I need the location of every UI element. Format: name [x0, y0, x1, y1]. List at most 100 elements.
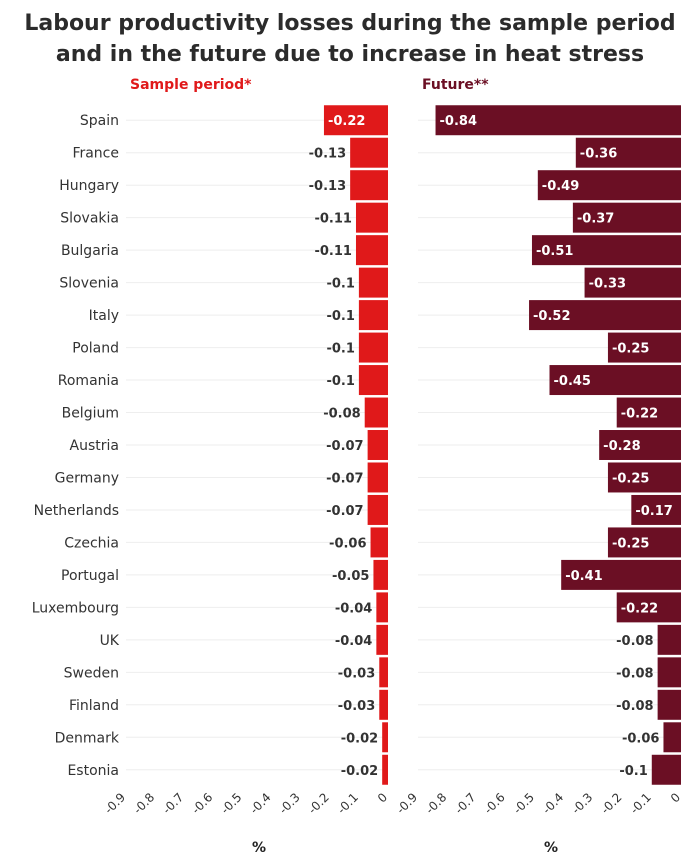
- category-label: Slovenia: [59, 276, 119, 292]
- data-label: -0.07: [326, 439, 363, 454]
- bar: [607, 332, 681, 363]
- category-label: Czechia: [64, 535, 119, 551]
- data-label: -0.05: [332, 569, 369, 584]
- bar: [657, 657, 681, 688]
- data-label: -0.06: [329, 536, 366, 551]
- category-label: Belgium: [62, 406, 119, 422]
- data-label: -0.07: [326, 504, 363, 519]
- x-tick-label: -0.3: [276, 790, 302, 816]
- bar: [607, 527, 681, 558]
- bar: [616, 592, 681, 623]
- x-tick-label: -0.4: [540, 790, 566, 816]
- x-tick-label: -0.6: [189, 790, 215, 816]
- bar: [358, 300, 388, 331]
- bar: [657, 624, 681, 655]
- x-tick-label: -0.9: [394, 790, 420, 816]
- category-label: Estonia: [67, 763, 119, 779]
- data-label: -0.13: [309, 179, 346, 194]
- x-tick-label: -0.7: [452, 790, 478, 816]
- data-label: -0.28: [603, 439, 640, 454]
- data-label: -0.1: [326, 277, 354, 292]
- category-label: Bulgaria: [61, 243, 119, 259]
- chart-title: Labour productivity losses during the sa…: [0, 8, 700, 70]
- bar: [323, 105, 388, 136]
- bar: [358, 332, 388, 363]
- bar: [379, 689, 388, 720]
- data-label: -0.17: [635, 504, 672, 519]
- bar: [572, 202, 681, 233]
- bar: [367, 462, 388, 493]
- x-tick-label: 0: [668, 790, 683, 805]
- bar: [382, 722, 388, 753]
- x-axis-label: %: [252, 840, 266, 856]
- data-label: -0.41: [565, 569, 602, 584]
- category-label: Netherlands: [34, 503, 119, 519]
- series-title: Sample period*: [130, 77, 252, 93]
- data-label: -0.07: [326, 471, 363, 486]
- bar: [370, 527, 388, 558]
- data-label: -0.51: [536, 244, 573, 259]
- x-tick-label: -0.9: [102, 790, 128, 816]
- x-tick-label: -0.6: [481, 790, 507, 816]
- bar: [367, 430, 388, 460]
- data-label: -0.22: [328, 114, 365, 129]
- chart-title-line-1: Labour productivity losses during the sa…: [24, 11, 676, 36]
- x-tick-label: -0.2: [305, 790, 331, 816]
- data-label: -0.33: [589, 277, 626, 292]
- x-tick-label: -0.5: [511, 790, 537, 816]
- data-label: -0.02: [341, 764, 378, 779]
- category-label: Slovakia: [60, 211, 119, 227]
- bar: [537, 170, 681, 201]
- category-label: Hungary: [59, 178, 119, 194]
- category-label: UK: [100, 633, 120, 649]
- category-label: Spain: [80, 113, 119, 129]
- data-label: -0.52: [533, 309, 570, 324]
- category-label: France: [72, 146, 119, 162]
- x-tick-label: -0.3: [569, 790, 595, 816]
- data-label: -0.04: [335, 601, 372, 616]
- data-label: -0.1: [326, 342, 354, 357]
- data-label: -0.08: [323, 407, 360, 422]
- bar: [367, 494, 388, 525]
- x-axis-label: %: [544, 840, 558, 856]
- data-label: -0.04: [335, 634, 372, 649]
- bar: [663, 722, 681, 753]
- data-label: -0.08: [616, 634, 653, 649]
- bar: [575, 137, 681, 168]
- data-label: -0.13: [309, 147, 346, 162]
- bar: [607, 462, 681, 493]
- category-label: Poland: [72, 341, 119, 357]
- bar: [373, 559, 388, 590]
- bar: [531, 235, 681, 266]
- data-label: -0.11: [314, 212, 351, 227]
- data-label: -0.03: [338, 666, 375, 681]
- series-title: Future**: [422, 77, 489, 93]
- bar: [350, 137, 388, 168]
- data-label: -0.22: [621, 407, 658, 422]
- bar: [584, 267, 681, 298]
- data-label: -0.02: [341, 731, 378, 746]
- bar: [631, 494, 681, 525]
- bar: [355, 235, 388, 266]
- data-label: -0.08: [616, 666, 653, 681]
- data-label: -0.08: [616, 699, 653, 714]
- data-label: -0.22: [621, 601, 658, 616]
- bar: [364, 397, 388, 428]
- bar: [657, 689, 681, 720]
- category-label: Portugal: [61, 568, 119, 584]
- data-label: -0.1: [619, 764, 647, 779]
- data-label: -0.11: [314, 244, 351, 259]
- data-label: -0.06: [622, 731, 659, 746]
- category-label: Italy: [89, 308, 119, 324]
- category-label: Finland: [69, 698, 119, 714]
- x-tick-label: -0.2: [598, 790, 624, 816]
- bar: [350, 170, 388, 201]
- data-label: -0.25: [612, 471, 649, 486]
- bar: [616, 397, 681, 428]
- bar: [355, 202, 388, 233]
- bar: [651, 754, 681, 785]
- x-tick-label: -0.7: [160, 790, 186, 816]
- category-label: Germany: [55, 470, 119, 486]
- x-tick-label: -0.1: [335, 790, 361, 816]
